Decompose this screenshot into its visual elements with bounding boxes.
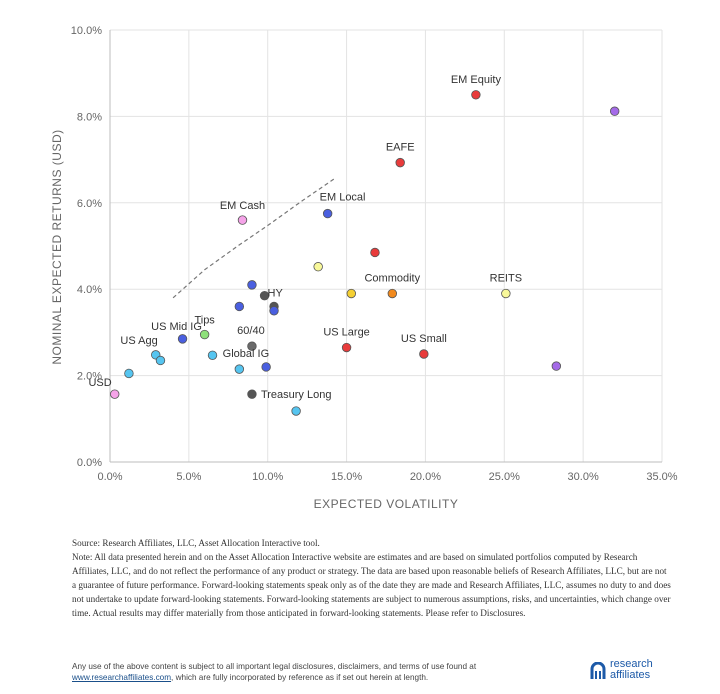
data-point (247, 341, 257, 351)
research-affiliates-logo: research affiliates (590, 659, 700, 685)
data-point (471, 90, 481, 100)
data-points (110, 90, 620, 416)
data-point (199, 329, 210, 340)
x-axis-title: EXPECTED VOLATILITY (314, 497, 459, 511)
data-point (177, 334, 188, 344)
website-link[interactable]: www.researchaffiliates.com (72, 673, 172, 682)
data-point (207, 350, 218, 360)
x-tick-label: 30.0% (568, 471, 599, 483)
point-label: HY (268, 288, 284, 300)
point-label: US Small (401, 333, 447, 345)
data-point (124, 368, 134, 379)
point-label: Commodity (364, 273, 420, 285)
y-tick-label: 2.0% (77, 371, 102, 383)
x-tick-label: 0.0% (97, 471, 122, 483)
data-point (291, 406, 301, 416)
point-label: USD (88, 377, 111, 389)
data-point (269, 306, 279, 316)
point-label: REITS (490, 273, 522, 285)
data-point (501, 288, 511, 299)
point-label: Global IG (223, 348, 269, 360)
data-point (322, 208, 333, 219)
scatter-chart: 0.0% 2.0% 4.0% 6.0% 8.0% 10.0% 0.0% 5.0% 10.0% 15… (50, 25, 678, 511)
data-point (247, 280, 257, 290)
data-point (419, 349, 429, 359)
data-point (234, 364, 245, 374)
data-point (259, 290, 270, 301)
x-tick-label: 35.0% (646, 471, 677, 483)
x-tick-label: 20.0% (410, 471, 441, 483)
source-note: Source: Research Affiliates, LLC, Asset … (72, 538, 320, 548)
y-tick-label: 8.0% (77, 111, 102, 123)
point-label: EM Equity (451, 74, 502, 86)
data-point (551, 361, 562, 371)
point-label: EM Local (320, 192, 366, 204)
data-point (395, 157, 405, 168)
y-tick-label: 4.0% (77, 284, 102, 296)
point-label: EAFE (386, 142, 415, 154)
y-tick-label: 6.0% (77, 198, 102, 210)
data-point (237, 215, 248, 225)
logo-mark-icon (590, 662, 606, 679)
disclaimer-note: Note: All data presented herein and on t… (72, 552, 671, 618)
point-label: US Agg (120, 335, 157, 347)
disclaimer-text: Any use of the above content is subject … (72, 662, 477, 671)
point-label: US Large (323, 327, 369, 339)
data-point (387, 288, 398, 299)
point-label: EM Cash (220, 200, 265, 212)
data-point (247, 389, 257, 399)
data-point (341, 342, 352, 353)
frontier-line-group (172, 178, 335, 299)
logo-text-research: research (610, 658, 653, 670)
x-tick-label: 15.0% (331, 471, 362, 483)
grid (110, 29, 663, 462)
data-point (234, 301, 245, 312)
footnote: Source: Research Affiliates, LLC, Asset … (72, 536, 672, 620)
logo-text-affiliates: affiliates (610, 669, 651, 681)
data-point (110, 389, 120, 399)
frontier-line (172, 178, 335, 299)
legal-disclaimer: Any use of the above content is subject … (72, 661, 542, 683)
x-tick-label: 25.0% (489, 471, 520, 483)
data-point (609, 106, 620, 116)
data-point (313, 262, 323, 272)
x-tick-label: 5.0% (176, 471, 201, 483)
data-point (155, 355, 166, 366)
data-point (370, 247, 380, 258)
point-label: Tips (194, 315, 215, 327)
x-tick-label: 10.0% (252, 471, 283, 483)
data-point (261, 362, 271, 372)
y-tick-label: 0.0% (77, 457, 102, 469)
point-label: Treasury Long (261, 389, 332, 401)
y-tick-label: 10.0% (71, 25, 102, 37)
data-point (346, 288, 357, 299)
point-label: 60/40 (237, 325, 265, 337)
y-axis-title: NOMINAL EXPECTED RETURNS (USD) (50, 129, 64, 364)
disclaimer-text-2: , which are fully incorporated by refere… (171, 673, 429, 682)
point-label: US Mid IG (151, 321, 202, 333)
axes: 0.0% 2.0% 4.0% 6.0% 8.0% 10.0% 0.0% 5.0% 10.0% 15… (71, 25, 678, 483)
